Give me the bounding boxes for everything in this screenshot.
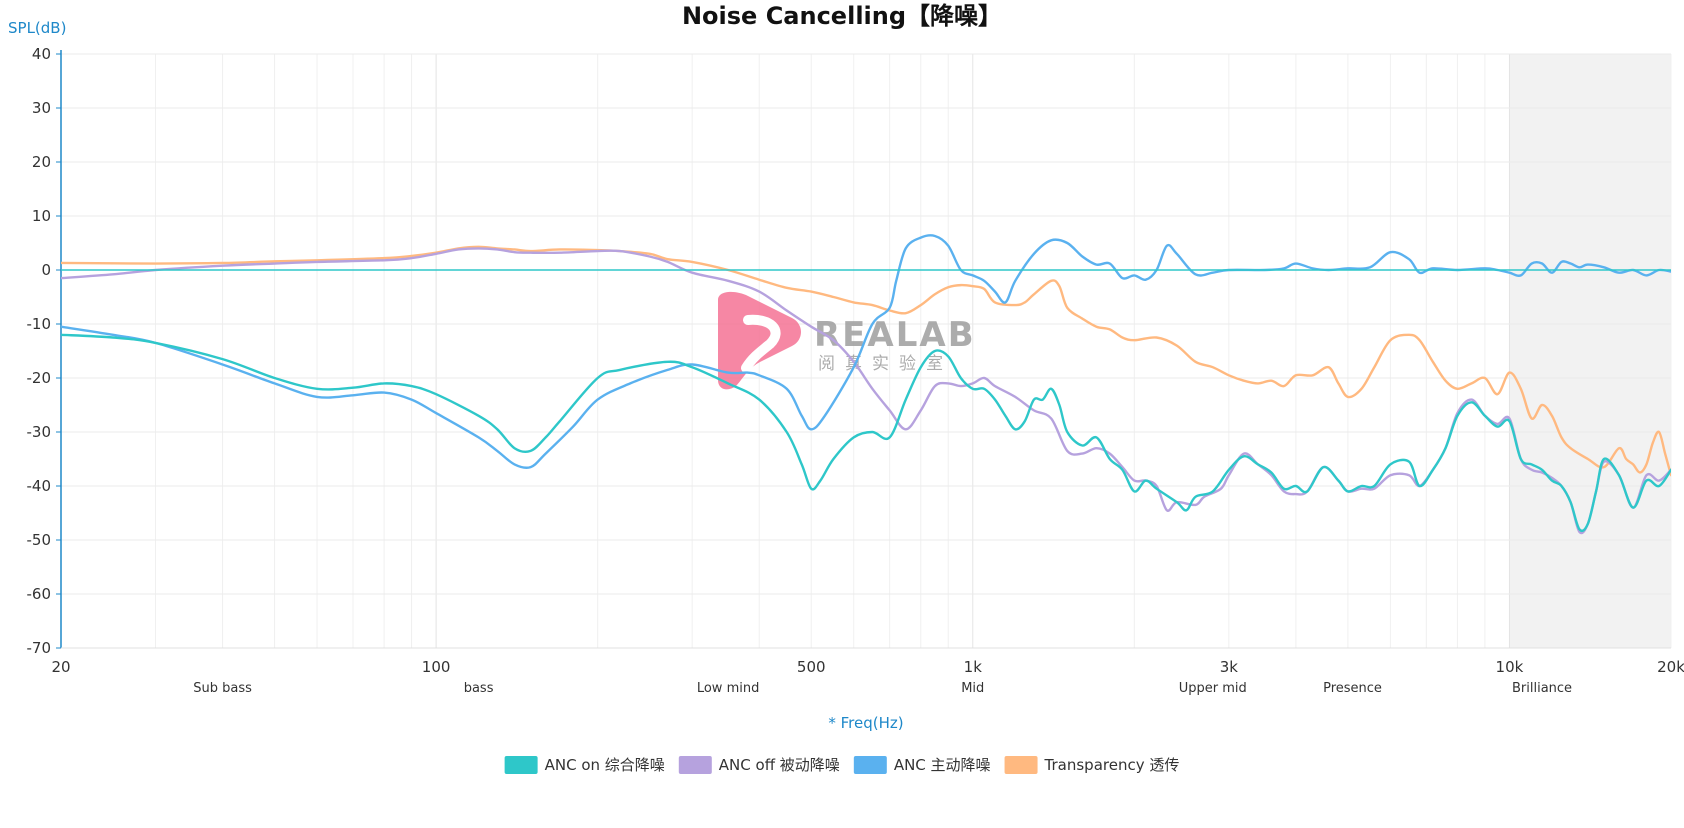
chart-title: Noise Cancelling【降噪】 (682, 2, 1002, 30)
band-label: Presence (1323, 681, 1382, 696)
legend-swatch (678, 756, 712, 774)
y-tick-label: 10 (32, 207, 51, 225)
band-label: Mid (961, 681, 984, 696)
y-tick-label: -20 (27, 369, 52, 387)
band-label: Sub bass (193, 681, 252, 696)
y-tick-label: -30 (27, 423, 52, 441)
y-tick-label: 30 (32, 99, 51, 117)
watermark-sub: 阅真实验室 (818, 354, 953, 374)
x-tick-label: 10k (1496, 658, 1524, 676)
x-tick-label: 3k (1220, 658, 1239, 676)
legend-swatch (853, 756, 887, 774)
x-tick-label: 20 (51, 658, 70, 676)
logo-mark-curve (741, 314, 781, 373)
shaded-region (1509, 54, 1671, 648)
y-tick-label: -10 (27, 315, 52, 333)
x-tick-label: 1k (964, 658, 983, 676)
band-label: bass (464, 681, 494, 696)
x-tick-label: 100 (422, 658, 451, 676)
legend-item[interactable]: ANC 主动降噪 (853, 756, 991, 774)
y-tick-label: -70 (27, 639, 52, 657)
y-tick-label: -50 (27, 531, 52, 549)
legend-label: ANC on 综合降噪 (545, 756, 665, 774)
legend-label: ANC 主动降噪 (894, 756, 991, 774)
series-line-1 (61, 247, 1671, 535)
watermark-brand: REALAB (814, 315, 976, 355)
legend-item[interactable]: ANC off 被动降噪 (678, 756, 840, 774)
legend-item[interactable]: ANC on 综合降噪 (504, 756, 665, 774)
y-tick-label: -40 (27, 477, 52, 495)
x-tick-label: 20k (1657, 658, 1684, 676)
band-label: Upper mid (1179, 681, 1247, 696)
band-label: Brilliance (1512, 681, 1572, 696)
band-label: Low mind (697, 681, 760, 696)
y-tick-label: 40 (32, 45, 51, 63)
legend-item[interactable]: Transparency 透传 (1004, 756, 1180, 774)
legend-label: ANC off 被动降噪 (719, 756, 840, 774)
y-tick-label: 0 (41, 261, 51, 279)
logo-mark (718, 291, 801, 390)
x-axis-name: * Freq(Hz) (828, 714, 903, 732)
y-axis-name: SPL(dB) (8, 19, 66, 37)
x-tick-label: 500 (797, 658, 826, 676)
series-line-2 (61, 234, 1671, 470)
legend-label: Transparency 透传 (1044, 756, 1180, 774)
legend-swatch (504, 756, 538, 774)
y-tick-label: -60 (27, 585, 52, 603)
legend-swatch (1004, 756, 1038, 774)
y-tick-label: 20 (32, 153, 51, 171)
series-line-0 (61, 333, 1671, 532)
